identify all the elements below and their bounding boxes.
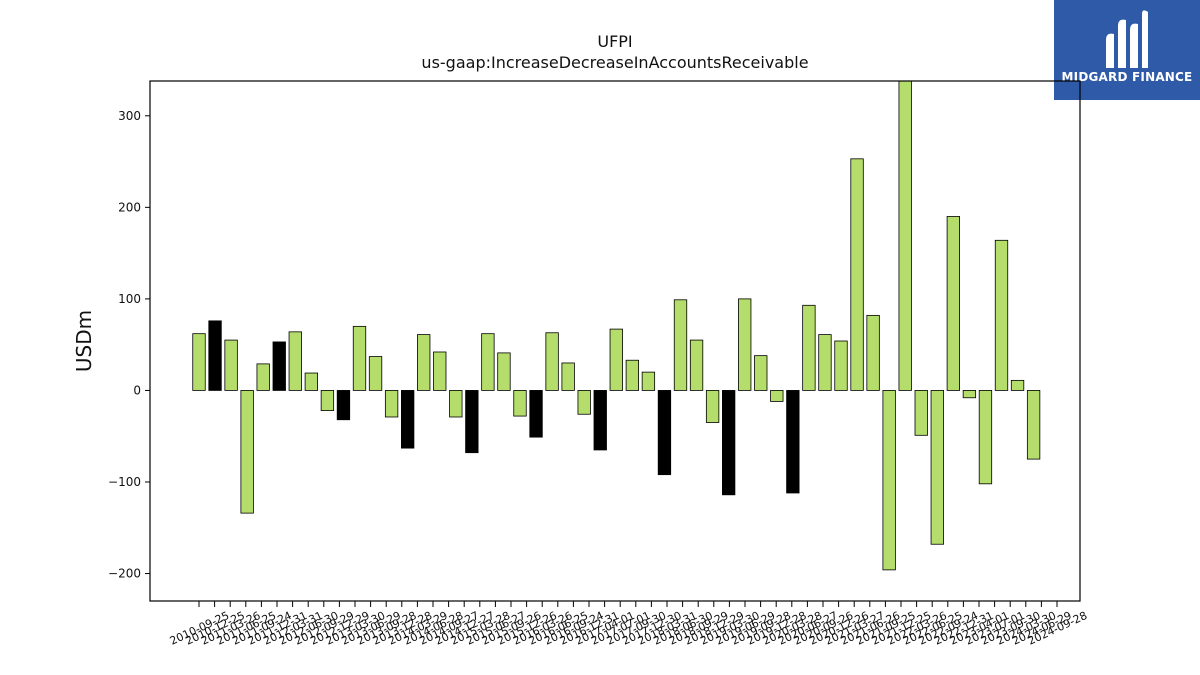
chart-bar — [786, 390, 800, 494]
chart-bar — [368, 356, 383, 391]
chart-bar — [930, 390, 944, 545]
y-tick-label: 0 — [133, 383, 141, 397]
chart-bar — [673, 299, 688, 391]
chart-bar — [705, 390, 720, 423]
chart-bar — [400, 390, 415, 449]
chart-bar — [978, 390, 993, 485]
chart-bar — [288, 331, 302, 391]
plot-frame — [149, 80, 1081, 602]
chart-bar — [914, 390, 928, 436]
chart-bar — [802, 304, 816, 391]
chart-title: UFPI — [597, 32, 633, 51]
chart-bar — [689, 339, 704, 391]
chart-bar — [641, 371, 656, 391]
chart-bar — [738, 298, 752, 391]
chart-bar — [449, 390, 463, 418]
chart-bar — [609, 328, 623, 391]
chart-bar — [1010, 379, 1025, 391]
chart-bar — [352, 325, 367, 391]
y-tick-label: 300 — [118, 109, 141, 123]
chart-bar — [272, 341, 286, 391]
chart-bar — [882, 390, 896, 571]
chart-bar — [577, 390, 591, 415]
chart-bar — [625, 359, 639, 391]
chart-bar — [513, 390, 527, 417]
chart-bar — [898, 80, 912, 391]
chart-bar — [850, 158, 864, 391]
chart-bar — [1026, 390, 1041, 460]
y-axis-label: USDm — [72, 310, 96, 372]
chart-bar — [770, 390, 784, 402]
chart-bar — [224, 339, 238, 391]
chart-bar — [818, 334, 832, 391]
chart-bar — [417, 334, 431, 391]
chart-bar — [834, 340, 848, 391]
y-tick-label: 200 — [118, 200, 141, 214]
chart-bar — [994, 239, 1009, 391]
chart-bar — [529, 390, 543, 438]
chart-bar — [465, 390, 479, 454]
brand-logo: MIDGARD FINANCE — [1054, 0, 1200, 100]
chart-bar — [384, 390, 399, 418]
chart-bar — [256, 363, 270, 391]
chart-bar — [962, 390, 977, 399]
chart-bar — [240, 390, 254, 514]
chart-bar — [192, 333, 206, 391]
chart-bar — [657, 390, 672, 476]
logo-text: MIDGARD FINANCE — [1061, 70, 1193, 84]
chart-bar — [722, 390, 736, 496]
y-tick-label: 100 — [118, 292, 141, 306]
chart-bar — [593, 390, 607, 451]
logo-mark-icon — [1106, 10, 1148, 69]
chart-bar — [754, 355, 768, 391]
chart-bar — [545, 332, 559, 391]
chart-subtitle: us-gaap:IncreaseDecreaseInAccountsReceiv… — [421, 53, 809, 72]
chart-bar — [946, 216, 960, 391]
y-tick-label: −100 — [108, 475, 141, 489]
y-tick-label: −200 — [108, 567, 141, 581]
chart-bar — [866, 314, 880, 391]
chart-bar — [497, 352, 511, 391]
chart-bar — [481, 333, 495, 391]
chart-bar — [304, 372, 319, 391]
chart-bar — [208, 320, 222, 391]
chart-bar — [433, 351, 447, 391]
chart-bar — [336, 390, 351, 421]
chart-bar — [561, 362, 575, 391]
chart-bar — [320, 390, 335, 411]
